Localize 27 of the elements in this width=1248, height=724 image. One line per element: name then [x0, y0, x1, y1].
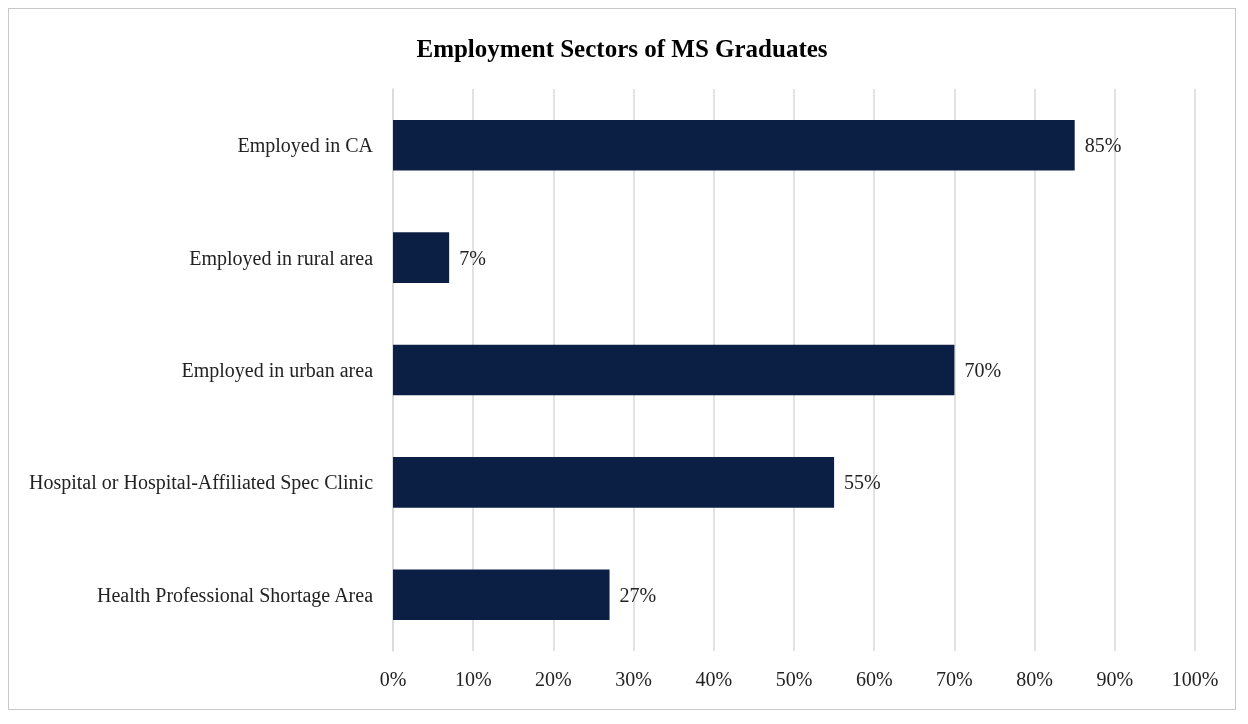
data-label: 70%: [964, 359, 1002, 381]
y-tick-label: Health Professional Shortage Area: [96, 583, 374, 607]
bar: [393, 457, 835, 508]
chart-title: Employment Sectors of MS Graduates: [416, 35, 828, 62]
x-tick-label: 100%: [1171, 668, 1219, 690]
y-tick-label: Employed in CA: [237, 134, 374, 158]
x-tick-label: 30%: [615, 668, 652, 690]
x-tick-label: 20%: [535, 668, 572, 690]
y-tick-label: Hospital or Hospital-Affiliated Spec Clinic: [29, 471, 374, 495]
bar: [393, 119, 1075, 171]
y-tick-label: Employed in urban area: [181, 359, 374, 382]
data-label: 27%: [619, 583, 657, 606]
y-tick-label: Employed in rural area: [189, 246, 374, 270]
x-tick-label: 60%: [855, 668, 893, 690]
x-tick-label: 40%: [695, 668, 733, 690]
x-tick-label: 90%: [1096, 668, 1134, 690]
data-label: 85%: [1084, 134, 1122, 157]
bar: [393, 344, 955, 396]
data-label: 55%: [844, 471, 881, 494]
bar: [393, 232, 450, 283]
x-tick-label: 50%: [775, 668, 813, 690]
bar: [393, 569, 610, 621]
x-tick-label: 80%: [1016, 668, 1053, 690]
x-tick-label: 10%: [454, 668, 492, 690]
x-tick-label: 0%: [379, 668, 407, 690]
x-tick-label: 70%: [936, 668, 973, 690]
data-label: 7%: [459, 246, 486, 269]
